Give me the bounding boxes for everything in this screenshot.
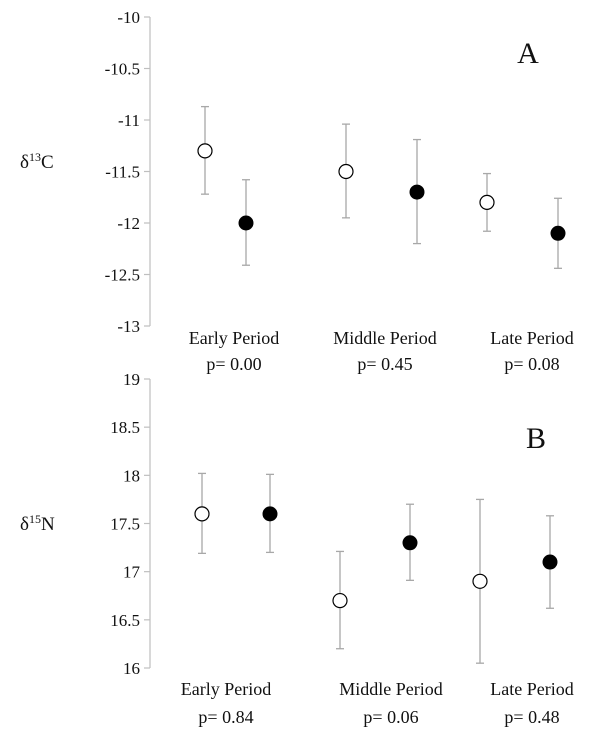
- y-axis-label-delta: δ: [20, 152, 29, 173]
- p-value-label: p= 0.48: [504, 707, 559, 727]
- open-circle-point: [338, 163, 354, 180]
- y-tick-label: 18.5: [110, 418, 140, 437]
- filled-circle-point: [402, 535, 418, 551]
- open-circle-point: [194, 506, 210, 522]
- y-tick-label: -11: [118, 111, 140, 130]
- panel-a: -10 -10.5 -11 -11.5 -12 -12.5 -13 δ13C A Early Pe…: [20, 8, 574, 374]
- open-circle-point: [197, 143, 213, 159]
- y-tick-label: -11.5: [105, 163, 140, 182]
- panel-letter: B: [526, 422, 546, 455]
- category-label: Late Period: [490, 679, 573, 699]
- y-axis-label-delta: δ: [20, 514, 29, 535]
- open-circle-point: [472, 573, 488, 589]
- p-value-label: p= 0.45: [357, 354, 412, 374]
- y-tick-label: -12.5: [105, 266, 140, 285]
- p-value-label: p= 0.00: [206, 354, 261, 374]
- y-tick-label: 16: [123, 659, 140, 678]
- category-label: Early Period: [181, 679, 271, 699]
- y-axis-label: δ13C: [20, 150, 54, 173]
- category-label: Middle Period: [333, 328, 437, 348]
- y-tick-label: 16.5: [110, 611, 140, 630]
- open-circle-point: [332, 592, 348, 609]
- y-tick-label: -12: [117, 214, 140, 233]
- y-axis-label-isotope: 15: [29, 512, 41, 526]
- p-value-label: p= 0.84: [198, 707, 253, 727]
- filled-circle-point: [542, 554, 558, 570]
- panel-letter: A: [517, 37, 539, 70]
- y-tick-label: 19: [123, 370, 140, 389]
- y-tick-label: -10.5: [105, 60, 140, 79]
- filled-circle-point: [409, 184, 425, 200]
- p-value-label: p= 0.06: [363, 707, 418, 727]
- filled-circle-point: [262, 506, 278, 522]
- y-axis-label-element: N: [41, 514, 55, 535]
- category-label: Late Period: [490, 328, 573, 348]
- y-axis-label-element: C: [41, 152, 54, 173]
- category-label: Middle Period: [339, 679, 443, 699]
- y-tick-label: 18: [123, 466, 140, 485]
- open-circle-point: [479, 194, 495, 210]
- y-tick-label: 17: [123, 563, 141, 582]
- p-value-label: p= 0.08: [504, 354, 559, 374]
- panel-b: 19 18.5 18 17.5 17 16.5 16 δ15N B Early Period p= …: [20, 370, 574, 727]
- y-axis-label: δ15N: [20, 512, 55, 535]
- y-tick-label: 17.5: [110, 515, 140, 534]
- filled-circle-point: [550, 225, 566, 241]
- y-tick-label: -10: [117, 8, 140, 27]
- category-label: Early Period: [189, 328, 279, 348]
- filled-circle-point: [238, 215, 254, 231]
- y-axis-label-isotope: 13: [29, 150, 41, 164]
- y-tick-label: -13: [117, 317, 140, 336]
